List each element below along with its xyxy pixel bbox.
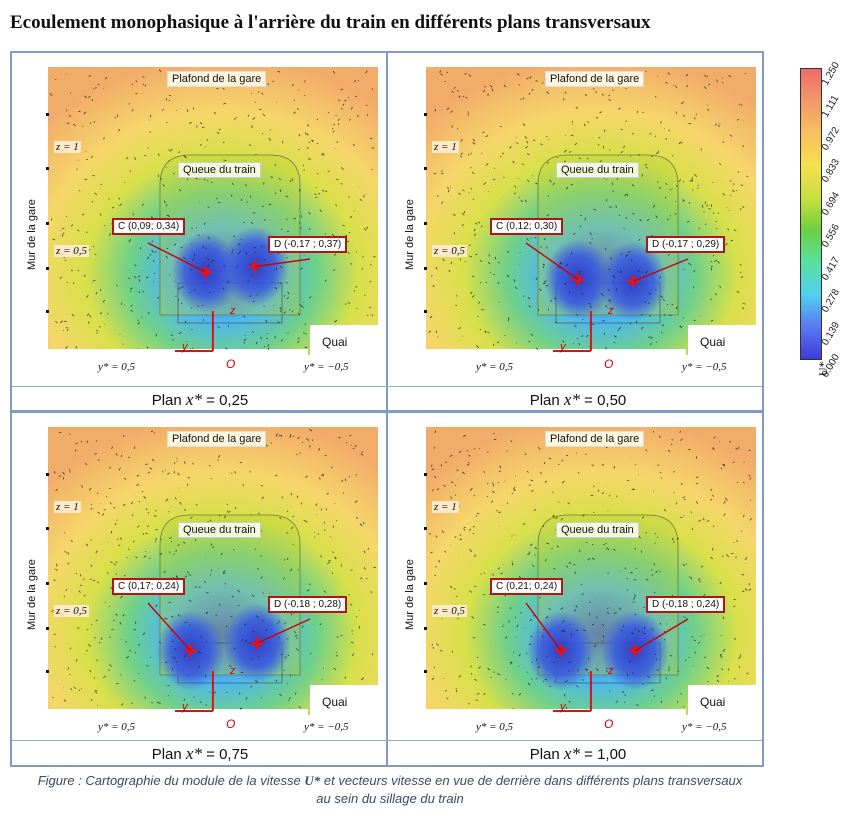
vortex-c-label: C (0,12; 0,30)	[490, 218, 564, 235]
colorbar-tick-label: 0.556	[820, 222, 843, 250]
y-right-label: y* = −0,5	[682, 361, 727, 373]
platform-area	[310, 685, 380, 717]
caption-rule-bottom	[12, 740, 762, 741]
colorbar-tick-label: 1.111	[820, 94, 842, 120]
plan-label-4: Plan x* = 1,00	[529, 744, 627, 763]
vortex-d-label: D (-0,17 ; 0,29)	[646, 236, 726, 253]
leader-c	[525, 242, 579, 281]
wall-label: Mur de la gare	[26, 559, 38, 630]
caption-rule-top	[12, 386, 762, 387]
wall-label: Mur de la gare	[404, 199, 416, 270]
z-axis-label: z	[608, 665, 614, 677]
platform-label: Quai	[322, 695, 348, 709]
train-tail-label: Queue du train	[556, 162, 639, 178]
leader-c	[147, 602, 192, 652]
z05-label: z = 0,5	[432, 605, 467, 617]
z-axis-label: z	[230, 305, 236, 317]
colorbar-tick-label: 1.250	[820, 60, 843, 88]
ground-strip	[426, 709, 686, 717]
plan-label-3: Plan x* = 0,75	[151, 744, 249, 763]
colorbar-tick-label: 0.139	[820, 319, 843, 348]
colorbar-label: U*	[816, 361, 830, 376]
y-axis-label: y	[182, 701, 188, 713]
origin-label: O	[226, 717, 236, 731]
y-left-label: y* = 0,5	[476, 361, 514, 373]
origin-label: O	[604, 357, 614, 371]
vortex-d-marker	[251, 637, 264, 650]
page-title: Ecoulement monophasique à l'arrière du t…	[10, 12, 651, 33]
flow-panel-3	[46, 427, 380, 717]
platform-label: Quai	[700, 335, 726, 349]
z1-label: z = 1	[432, 501, 459, 513]
platform-label: Quai	[700, 695, 726, 709]
leader-d	[256, 618, 311, 644]
plan-label-1: Plan x* = 0,25	[151, 390, 249, 409]
z1-label: z = 1	[54, 501, 81, 513]
y-right-label: y* = −0,5	[304, 361, 349, 373]
vortex-d-label: D (-0,18 ; 0,24)	[646, 596, 726, 613]
platform-area	[310, 325, 380, 357]
leader-c	[147, 242, 207, 273]
velocity-vectors	[429, 430, 753, 710]
flow-panel-2	[424, 67, 758, 357]
train-tail-label: Queue du train	[178, 162, 261, 178]
vortex-d-marker	[629, 644, 642, 657]
train-tail-label: Queue du train	[556, 522, 639, 538]
colorbar	[800, 68, 822, 360]
ground-strip	[48, 349, 308, 357]
colorbar-tick-label: 0.694	[820, 190, 843, 218]
flow-panel-4	[424, 427, 758, 717]
y-right-label: y* = −0,5	[682, 721, 727, 733]
z1-label: z = 1	[432, 141, 459, 153]
platform-area	[688, 685, 758, 717]
leader-d	[255, 258, 311, 268]
train-tail-label: Queue du train	[178, 522, 261, 538]
colorbar-tick-label: 0.972	[820, 125, 843, 153]
y-left-label: y* = 0,5	[98, 721, 136, 733]
z1-label: z = 1	[54, 141, 81, 153]
flow-panel-1	[46, 67, 380, 357]
colorbar-tick-label: 0.833	[820, 157, 843, 185]
origin-label: O	[226, 357, 236, 371]
z-axis-label: z	[608, 305, 614, 317]
z-axis-label: z	[230, 665, 236, 677]
ground-strip	[48, 709, 308, 717]
ground-strip	[426, 349, 686, 357]
frame-divider-horizontal	[10, 410, 764, 413]
platform-label: Quai	[322, 335, 348, 349]
y-axis-label: y	[182, 341, 188, 353]
z05-label: z = 0,5	[432, 245, 467, 257]
z05-label: z = 0,5	[54, 605, 89, 617]
figure-caption: Figure : Cartographie du module de la vi…	[37, 773, 743, 806]
y-axis-label: y	[560, 701, 566, 713]
vortex-c-label: C (0,09; 0,34)	[112, 218, 186, 235]
ceiling-label: Plafond de la gare	[545, 71, 645, 87]
ceiling-label: Plafond de la gare	[545, 431, 645, 447]
wall-label: Mur de la gare	[404, 559, 416, 630]
z05-label: z = 0,5	[54, 245, 89, 257]
frame-divider-vertical	[386, 51, 388, 767]
origin-label: O	[604, 717, 614, 731]
ceiling-label: Plafond de la gare	[167, 431, 267, 447]
wall-label: Mur de la gare	[26, 199, 38, 270]
leader-d	[634, 618, 689, 652]
vortex-d-label: D (-0,18 ; 0,28)	[268, 596, 348, 613]
colorbar-tick-label: 0.278	[820, 287, 843, 315]
y-left-label: y* = 0,5	[98, 361, 136, 373]
vortex-c-label: C (0,21; 0,24)	[490, 578, 564, 595]
y-right-label: y* = −0,5	[304, 721, 349, 733]
vortex-c-label: C (0,17; 0,24)	[112, 578, 186, 595]
platform-area	[688, 325, 758, 357]
colorbar-tick-label: 0.417	[820, 254, 843, 283]
plan-label-2: Plan x* = 0,50	[529, 390, 627, 409]
y-left-label: y* = 0,5	[476, 721, 514, 733]
y-axis-label: y	[560, 341, 566, 353]
leader-d	[632, 258, 689, 282]
ceiling-label: Plafond de la gare	[167, 71, 267, 87]
leader-c	[525, 602, 562, 652]
vortex-d-label: D (-0,17 ; 0,37)	[268, 236, 348, 253]
